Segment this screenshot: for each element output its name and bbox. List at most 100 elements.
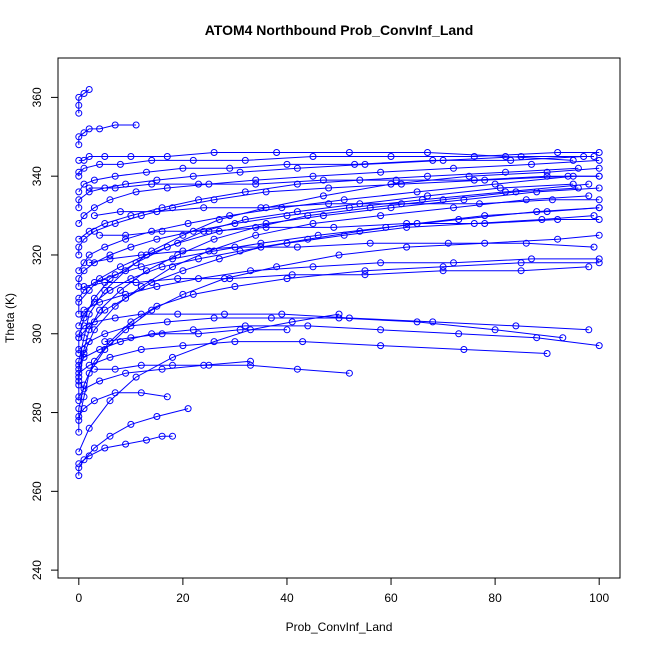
data-point [96,346,104,353]
data-point [163,243,171,251]
data-point [101,286,109,294]
data-point [283,275,291,283]
data-point [283,160,291,168]
data-point [309,172,317,180]
data-point [262,223,270,231]
series-22 [75,310,593,338]
data-point [543,172,551,180]
data-point [137,263,145,271]
data-point [569,180,577,188]
data-point [101,220,109,227]
data-point [309,153,317,160]
data-point [195,196,202,204]
data-point [273,149,281,156]
data-point [335,314,343,322]
data-point [569,156,577,164]
series-27 [75,432,176,468]
data-point [377,259,385,267]
data-point [585,180,593,188]
series-line [78,435,173,465]
data-point [85,227,93,235]
data-point [127,275,135,283]
data-point [85,338,93,346]
data-point [585,192,593,200]
data-point [502,188,509,196]
data-point [403,220,411,227]
data-point [127,322,135,330]
data-point [143,436,150,444]
x-tick-label: 100 [589,591,609,605]
data-point [210,235,218,243]
data-point [96,275,104,283]
data-point [184,405,192,413]
data-point [75,369,83,377]
data-point [122,235,130,243]
data-point [195,255,202,263]
data-point [548,196,556,204]
data-point [106,196,114,204]
data-point [595,184,603,192]
data-point [231,243,239,251]
data-point [210,314,218,322]
data-point [470,153,478,160]
data-point [90,176,98,184]
data-point [75,350,83,357]
data-point [189,156,197,164]
data-point [361,267,369,275]
data-point [116,286,124,294]
data-point [221,310,228,318]
data-point [158,330,166,338]
data-point [595,149,603,156]
data-point [127,212,135,220]
data-point [80,259,88,267]
series-line [78,317,563,350]
data-point [439,196,447,204]
data-point [169,263,176,271]
data-point [241,188,249,196]
data-point [366,239,374,247]
data-point [252,223,260,231]
data-point [496,184,504,192]
data-point [116,338,124,346]
series-line [78,152,600,177]
data-point [330,223,338,231]
data-point [75,298,83,306]
chart-title: ATOM4 Northbound Prob_ConvInf_Land [205,22,474,38]
data-point [80,180,88,188]
data-point [543,350,551,357]
x-tick-label: 40 [280,591,294,605]
data-point [106,251,114,259]
data-point [80,322,88,330]
data-point [75,141,83,149]
plot-frame [57,57,621,579]
data-point [210,149,218,156]
data-point [502,153,509,160]
data-point [345,369,353,377]
data-point [96,160,104,168]
data-point [96,231,104,239]
data-point [377,168,385,176]
data-point [122,369,130,377]
data-point [252,231,260,239]
data-point [590,243,598,251]
data-point [392,176,400,184]
data-point [80,353,88,361]
data-point [262,220,270,227]
data-point [257,239,265,247]
data-point [111,172,119,180]
data-point [122,440,130,448]
series-line [78,183,589,287]
data-point [85,322,93,330]
series-line [78,207,600,339]
data-point [148,227,156,235]
data-point [595,196,603,204]
data-point [75,101,83,109]
data-point [299,338,307,346]
data-point [257,204,265,212]
data-point [179,231,187,239]
data-point [111,271,119,279]
data-point [397,200,405,208]
data-point [80,164,88,172]
series-37 [90,361,353,377]
